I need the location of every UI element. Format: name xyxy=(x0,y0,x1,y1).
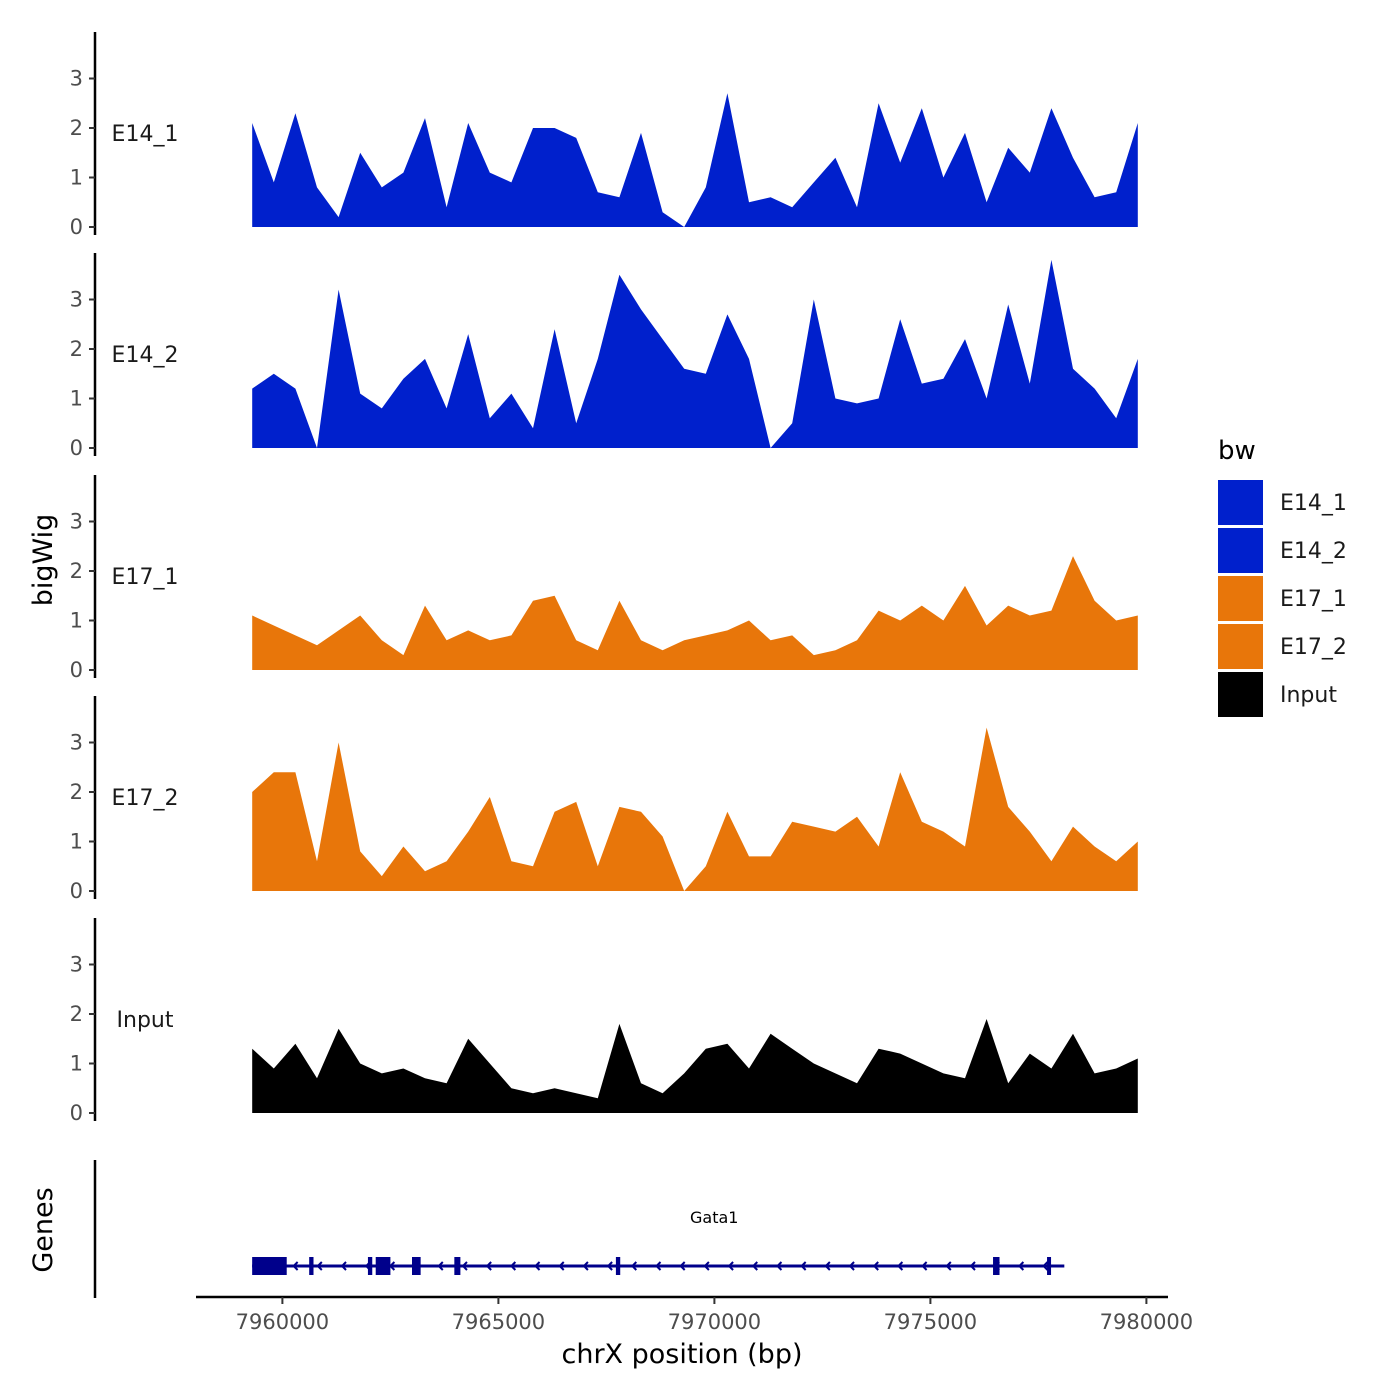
x-axis: 7960000 7965000 7970000 7975000 7980000 xyxy=(196,1295,1194,1334)
strand-arrow xyxy=(655,1261,662,1271)
y-tick-label: 2 xyxy=(70,1002,83,1026)
strand-arrow xyxy=(1017,1261,1025,1271)
y-tick-label: 1 xyxy=(70,609,83,633)
x-tick-label: 7960000 xyxy=(236,1310,330,1334)
legend-label: E14_1 xyxy=(1280,491,1347,516)
gene-exon xyxy=(454,1257,461,1275)
y-tick-label: 3 xyxy=(70,288,83,312)
y-tick-label: 0 xyxy=(70,436,83,460)
y-tick-label: 0 xyxy=(70,879,83,903)
legend-swatch-E17_2 xyxy=(1218,624,1263,669)
gene-exon xyxy=(252,1257,287,1275)
gene-exon xyxy=(309,1257,314,1275)
y-tick-label: 1 xyxy=(70,387,83,411)
gene-exon xyxy=(615,1257,621,1275)
tracks-group: 0 1 2 3 E14_1 0 1 2 3 E14_2 0 1 2 3 E17_1 0 1 2 3 E17_2 0 1 2 3… xyxy=(70,32,1138,1125)
track-label: E17_1 xyxy=(112,565,179,590)
genes-axis-title: Genes xyxy=(28,1187,59,1272)
strand-arrow xyxy=(582,1261,589,1271)
strand-arrow xyxy=(437,1261,444,1271)
strand-arrow xyxy=(727,1261,734,1271)
strand-arrow xyxy=(824,1261,831,1271)
strand-arrow xyxy=(509,1261,517,1271)
strand-arrow xyxy=(679,1261,686,1271)
track-E14_2: 0 1 2 3 E14_2 xyxy=(70,253,1138,460)
gene-label: Gata1 xyxy=(690,1208,738,1227)
gene-exon xyxy=(412,1257,421,1275)
track-label: E17_2 xyxy=(112,786,179,811)
y-tick-label: 0 xyxy=(70,215,83,239)
gene-exon xyxy=(993,1257,1000,1275)
y-tick-label: 2 xyxy=(70,337,83,361)
strand-arrow xyxy=(872,1261,879,1271)
x-tick-label: 7970000 xyxy=(668,1310,762,1334)
strand-arrow xyxy=(969,1261,976,1271)
y-tick-label: 2 xyxy=(70,116,83,140)
strand-arrow xyxy=(461,1261,468,1271)
legend-label: Input xyxy=(1280,683,1337,708)
track-E14_1: 0 1 2 3 E14_1 xyxy=(70,32,1138,239)
area-E14_2 xyxy=(252,259,1138,448)
gene-exon xyxy=(367,1257,373,1275)
legend-swatch-E14_2 xyxy=(1218,528,1263,573)
y-tick-label: 1 xyxy=(70,166,83,190)
genes-group: Gata1 xyxy=(93,1160,1065,1298)
area-Input xyxy=(252,1019,1138,1113)
legend-swatch-E14_1 xyxy=(1218,480,1263,525)
strand-arrow xyxy=(897,1261,904,1271)
strand-arrow xyxy=(534,1261,541,1271)
x-tick-label: 7975000 xyxy=(884,1310,978,1334)
track-E17_1: 0 1 2 3 E17_1 xyxy=(70,475,1138,682)
y-tick-label: 1 xyxy=(70,1052,83,1076)
strand-arrow xyxy=(630,1261,638,1271)
strand-arrow xyxy=(485,1261,492,1271)
area-E17_2 xyxy=(252,727,1138,891)
track-E17_2: 0 1 2 3 E17_2 xyxy=(70,696,1138,903)
y-tick-label: 3 xyxy=(70,67,83,91)
strand-arrow xyxy=(558,1261,565,1271)
track-Input: 0 1 2 3 Input xyxy=(70,918,1138,1125)
legend: bw E14_1 E14_2 E17_1 E17_2 Input xyxy=(1218,436,1347,717)
legend-swatch-Input xyxy=(1218,672,1263,717)
track-label: E14_1 xyxy=(112,122,179,147)
strand-arrow xyxy=(800,1261,807,1271)
y-axis-title: bigWig xyxy=(28,514,59,607)
y-tick-label: 2 xyxy=(70,780,83,804)
y-tick-label: 3 xyxy=(70,731,83,755)
area-E14_1 xyxy=(252,93,1138,227)
strand-arrow xyxy=(848,1261,855,1271)
strand-arrow xyxy=(1042,1261,1049,1271)
strand-arrow xyxy=(921,1261,928,1271)
strand-arrow xyxy=(316,1261,323,1271)
x-tick-label: 7965000 xyxy=(452,1310,546,1334)
y-tick-label: 1 xyxy=(70,830,83,854)
strand-arrow xyxy=(703,1261,710,1271)
track-label: Input xyxy=(117,1008,174,1033)
legend-label: E14_2 xyxy=(1280,539,1347,564)
strand-arrow xyxy=(606,1261,613,1271)
y-tick-label: 2 xyxy=(70,559,83,583)
strand-arrow xyxy=(776,1261,783,1271)
strand-arrow xyxy=(751,1261,758,1271)
legend-label: E17_2 xyxy=(1280,635,1347,660)
legend-label: E17_1 xyxy=(1280,587,1347,612)
gene-exon xyxy=(375,1257,391,1275)
strand-arrow xyxy=(945,1261,952,1271)
legend-swatch-E17_1 xyxy=(1218,576,1263,621)
gene-exon xyxy=(1047,1257,1052,1275)
track-label: E14_2 xyxy=(112,343,179,368)
y-tick-label: 0 xyxy=(70,658,83,682)
y-tick-label: 3 xyxy=(70,953,83,977)
x-tick-label: 7980000 xyxy=(1100,1310,1194,1334)
y-tick-label: 3 xyxy=(70,510,83,534)
x-axis-title: chrX position (bp) xyxy=(561,1339,802,1370)
strand-arrow xyxy=(292,1261,299,1271)
strand-arrow xyxy=(340,1261,347,1271)
y-tick-label: 0 xyxy=(70,1101,83,1125)
area-E17_1 xyxy=(252,556,1138,670)
legend-title: bw xyxy=(1218,436,1256,466)
